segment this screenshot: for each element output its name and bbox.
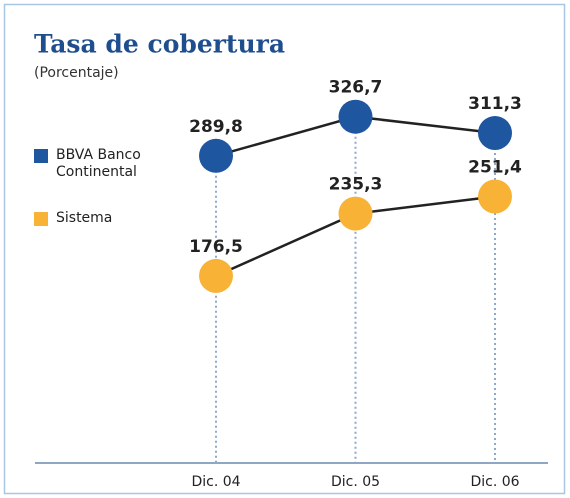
legend-label: Sistema [56, 210, 113, 226]
legend-swatch [34, 149, 48, 163]
point [338, 196, 373, 231]
chart-subtitle: (Porcentaje) [34, 65, 119, 81]
x-tick-label: Dic. 06 [470, 474, 519, 490]
legend-swatch [34, 212, 48, 226]
chart-title: Tasa de cobertura [34, 30, 285, 59]
data-label: 289,8 [189, 117, 243, 137]
data-label: 326,7 [329, 78, 383, 98]
data-label: 235,3 [329, 175, 383, 195]
data-label: 251,4 [468, 158, 522, 178]
data-label: 311,3 [468, 94, 522, 114]
x-tick-label: Dic. 05 [331, 474, 380, 490]
data-label: 176,5 [189, 237, 243, 257]
frame [3, 3, 566, 495]
point [478, 116, 512, 151]
x-tick-label: Dic. 04 [191, 474, 240, 490]
point [338, 99, 373, 134]
point [199, 138, 233, 173]
legend-label: BBVA Banco Continental [56, 147, 141, 180]
point [478, 179, 512, 214]
point [199, 258, 233, 293]
